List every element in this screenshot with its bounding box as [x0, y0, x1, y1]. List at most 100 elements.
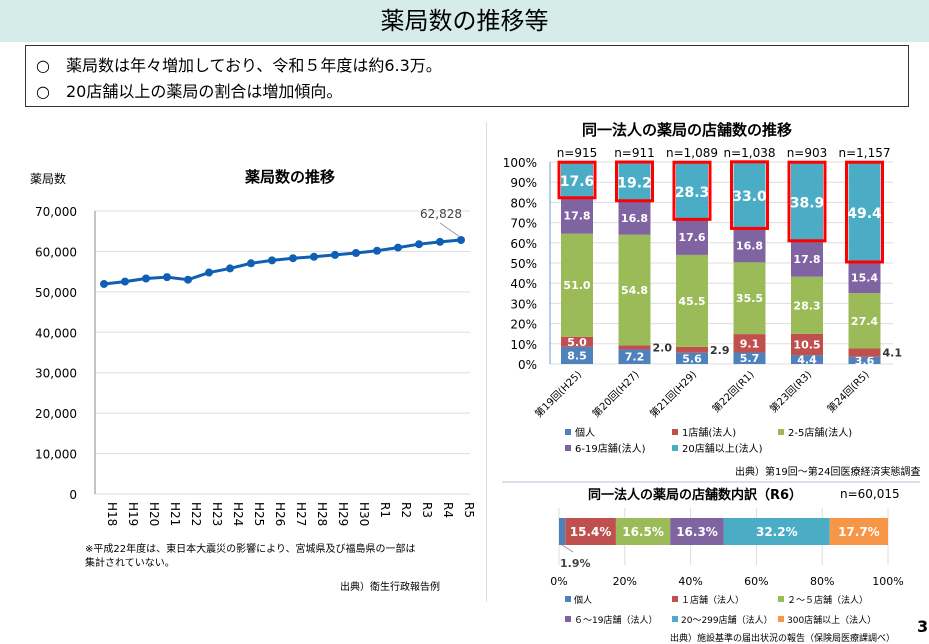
data-point: [331, 250, 339, 259]
data-label: 4.4: [797, 354, 817, 367]
x-tick-label: H27: [294, 502, 308, 526]
x-tick-label: 第20回(H27): [589, 368, 641, 420]
data-label: 5.7: [740, 352, 760, 365]
data-point: [436, 237, 444, 246]
legend-label: ６～19店舗（法人）: [574, 614, 657, 626]
data-label: 62,828: [420, 207, 462, 221]
bar-segment: [561, 336, 593, 347]
data-line: [103, 238, 462, 286]
highlight-box: [787, 160, 827, 243]
data-label: 16.5%: [622, 525, 664, 539]
data-label: 16.3%: [676, 525, 718, 539]
data-label: 27.4: [851, 315, 878, 328]
y-tick-label: 100%: [503, 156, 537, 170]
highlight-box: [672, 160, 712, 221]
bar-segment: [848, 356, 881, 364]
summary-bullet: ○ 薬局数は年々増加しており、令和５年度は約6.3万。: [36, 56, 442, 75]
data-point: [121, 277, 129, 286]
data-point: [394, 243, 402, 252]
data-label: 10.5: [793, 339, 820, 352]
y-tick-label: 60,000: [35, 245, 77, 259]
data-point: [184, 275, 192, 284]
bar-segment: [559, 518, 566, 545]
y-axis-title: 薬局数: [30, 171, 66, 186]
horizontal-bar-chart: 同一法人の薬局の店舗数内訳（R6） n=60,015 0% 20% 40% 60% 80% 1…: [550, 487, 903, 626]
bar-segment: [676, 254, 708, 347]
x-tick-label: H29: [336, 502, 350, 526]
x-tick-label: H21: [168, 502, 182, 526]
legend-label: 個人: [575, 426, 595, 439]
data-label: 2.9: [710, 344, 730, 357]
bar-segment: [733, 228, 766, 263]
n-label: n=911: [614, 146, 655, 160]
x-tick-label: 100%: [872, 575, 903, 588]
x-tick-label: H26: [273, 502, 287, 526]
bar-segment: [565, 518, 616, 545]
data-point: [310, 252, 318, 261]
bar-segment: [829, 518, 888, 545]
y-tick-label: 70%: [510, 217, 537, 231]
y-tick-label: 50%: [510, 257, 537, 271]
leader-line: [439, 222, 461, 238]
n-label: n=1,038: [723, 146, 775, 160]
y-tick-label: 10%: [510, 338, 537, 352]
stacked-bar-chart: 同一法人の薬局の店舗数の推移 0% 10% 20% 30% 40% 50% 60% 70% 80%…: [503, 121, 902, 455]
y-tick-label: 70,000: [35, 205, 77, 219]
bar-segment: [676, 352, 708, 364]
legend-label: 20～299店舗（法人）: [681, 614, 773, 626]
summary-box: ○ 薬局数は年々増加しており、令和５年度は約6.3万。 ○ 20店舗以上の薬局の…: [25, 45, 909, 107]
data-point: [268, 256, 276, 265]
data-point: [163, 273, 171, 282]
y-tick-label: 0%: [518, 358, 537, 372]
n-label: n=1,157: [838, 146, 890, 160]
y-tick-label: 60%: [510, 237, 537, 251]
data-label: 51.0: [563, 279, 590, 292]
highlight-box: [845, 160, 884, 264]
x-tick-label: H28: [315, 502, 329, 526]
bar-segment: [791, 240, 823, 277]
chart-title: 同一法人の薬局の店舗数内訳（R6）: [588, 487, 802, 503]
bar-segment: [848, 162, 881, 262]
data-point: [247, 259, 255, 268]
legend-swatch: [778, 429, 784, 435]
line-note: ※平成22年度は、東日本大震災の影響により、宮城県及び福島県の一部は集計されてい…: [85, 544, 416, 569]
bar-segment: [791, 276, 823, 334]
data-label: 32.2%: [756, 525, 798, 539]
data-label: 17.7%: [838, 525, 880, 539]
x-tick-label: H19: [126, 502, 140, 526]
page-number: 3: [917, 617, 928, 636]
data-point: [142, 274, 150, 283]
x-tick-label: R2: [399, 502, 413, 518]
legend-swatch: [565, 429, 571, 435]
data-label: 9.1: [740, 337, 760, 350]
data-point: [352, 248, 360, 257]
bar-segment: [848, 293, 881, 349]
legend-label: ２～５店舗（法人）: [787, 594, 868, 606]
leader-line: [561, 544, 574, 553]
bar-segment: [618, 345, 651, 350]
data-label: 17.8: [563, 210, 590, 223]
x-tick-label: H25: [252, 502, 266, 526]
legend-label: 1店舗(法人): [682, 426, 736, 439]
x-tick-label: R5: [462, 502, 476, 518]
legend-swatch: [672, 616, 678, 622]
legend-swatch: [778, 616, 784, 622]
y-tick-label: 30,000: [35, 367, 77, 381]
legend-swatch: [565, 596, 571, 602]
x-tick-label: H30: [357, 502, 371, 526]
legend-swatch: [672, 445, 678, 451]
bar-segment: [733, 262, 766, 335]
data-label: 38.9: [790, 195, 825, 211]
bar-segment: [618, 349, 651, 364]
data-label: 2.0: [653, 341, 673, 354]
bar-segment: [561, 346, 593, 364]
x-tick-label: 20%: [613, 575, 637, 588]
x-tick-label: 80%: [810, 575, 834, 588]
x-tick-label: 60%: [744, 575, 768, 588]
x-tick-label: H24: [231, 502, 245, 526]
legend-label: 2-5店舗(法人): [788, 426, 852, 439]
y-tick-label: 20,000: [35, 407, 77, 421]
data-label: 5.6: [682, 352, 702, 365]
y-tick-label: 50,000: [35, 286, 77, 300]
